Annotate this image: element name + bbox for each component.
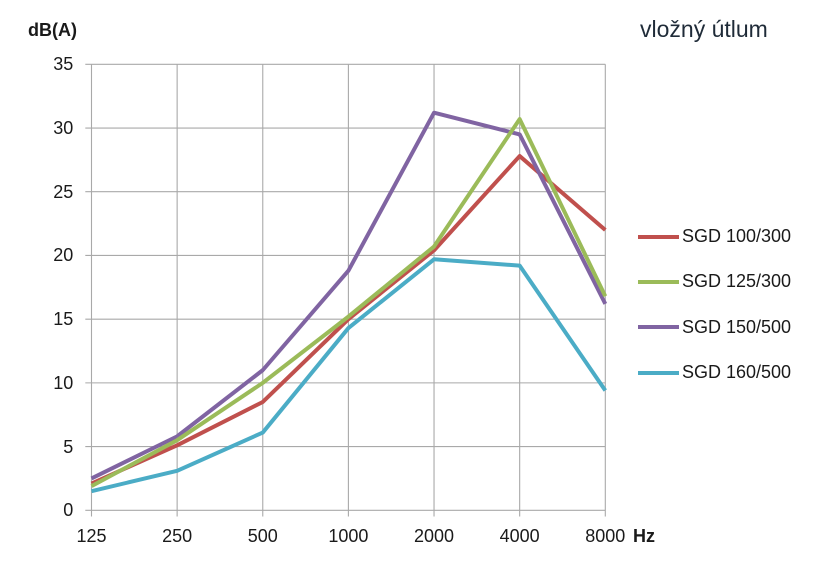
x-tick-label: 125 <box>76 526 107 546</box>
y-axis-title: dB(A) <box>28 20 77 40</box>
legend-label: SGD 100/300 <box>682 226 792 247</box>
legend-label: SGD 150/500 <box>682 316 792 337</box>
y-tick-label: 15 <box>53 309 74 330</box>
x-tick-label: 2000 <box>414 526 455 546</box>
legend-marker-icon <box>638 325 679 330</box>
series-line-sgd-160-500 <box>91 257 607 494</box>
y-tick-label: 10 <box>53 372 74 393</box>
x-tick-label: 250 <box>162 526 193 546</box>
legend-label: SGD 125/300 <box>682 271 792 292</box>
x-tick-label: 8000 <box>585 526 626 546</box>
x-tick-label: 500 <box>247 526 278 546</box>
legend-item: SGD 100/300 <box>638 214 791 259</box>
y-tick-label: 30 <box>53 118 74 138</box>
legend-item: SGD 160/500 <box>638 350 791 395</box>
y-tick-label: 25 <box>53 181 74 202</box>
y-tick-label: 5 <box>63 436 74 457</box>
x-tick-label: 4000 <box>499 526 540 546</box>
legend-marker-icon <box>638 370 679 375</box>
y-tick-label: 0 <box>63 500 74 521</box>
legend-marker-icon <box>638 234 679 239</box>
series-line-sgd-125-300 <box>90 117 608 488</box>
series-line-sgd-150-500 <box>90 110 608 481</box>
x-tick-label: 1000 <box>328 526 369 546</box>
legend-label: SGD 160/500 <box>682 362 792 383</box>
legend: SGD 100/300 SGD 125/300 SGD 150/500 SGD 160… <box>638 214 791 395</box>
chart-title: vložný útlum <box>640 16 768 42</box>
x-axis-title: Hz <box>633 526 655 546</box>
legend-marker-icon <box>638 279 679 284</box>
legend-item: SGD 125/300 <box>638 259 791 304</box>
y-tick-label: 20 <box>53 245 74 266</box>
y-tick-label: 35 <box>53 54 74 75</box>
series-line-sgd-100-300 <box>90 154 607 486</box>
legend-item: SGD 150/500 <box>638 305 791 350</box>
